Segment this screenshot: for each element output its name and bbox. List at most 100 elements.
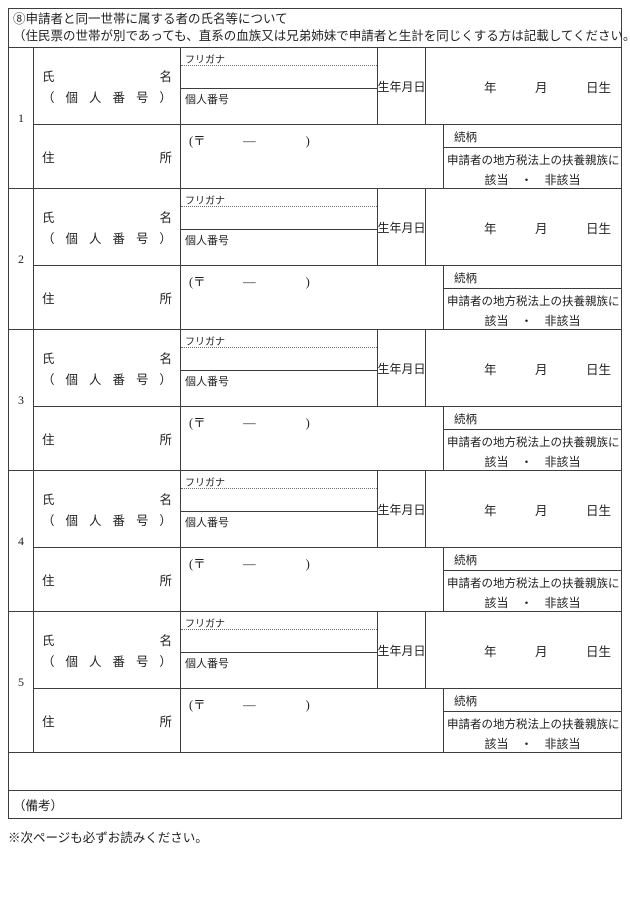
furigana-label: フリガナ xyxy=(185,55,225,66)
mynumber-field[interactable]: 個人番号 xyxy=(181,230,377,265)
name-label: 氏 名 xyxy=(42,211,172,225)
dependent-choice[interactable]: 該当 ・ 非該当 xyxy=(484,455,581,469)
member-block: 3 氏 名 （ 個 人 番 号 ） xyxy=(9,330,621,471)
birth-day-unit: 日生 xyxy=(585,503,611,518)
address-label-cell: 住 所 xyxy=(34,548,181,611)
address-label-cell: 住 所 xyxy=(34,407,181,470)
furigana-label: フリガナ xyxy=(185,619,225,630)
row-number: 3 xyxy=(18,392,24,407)
section-header: ⑧申請者と同一世帯に属する者の氏名等について （住民票の世帯が別であっても、直系… xyxy=(9,9,630,48)
row-number-cell: 3 xyxy=(9,330,34,470)
birth-month-unit: 月 xyxy=(534,80,548,95)
mynumber-field[interactable]: 個人番号 xyxy=(181,371,377,406)
relationship-field[interactable]: 続柄 xyxy=(444,266,621,289)
birthdate-input-area[interactable]: 年 月 日生 xyxy=(426,48,621,124)
dependent-note: 申請者の地方税法上の扶養親族に xyxy=(447,437,620,449)
household-members-table: ⑧申請者と同一世帯に属する者の氏名等について （住民票の世帯が別であっても、直系… xyxy=(8,8,630,819)
blank-row[interactable] xyxy=(9,753,621,791)
name-entry-cell: フリガナ 個人番号 xyxy=(181,612,378,688)
member-block: 2 氏 名 （ 個 人 番 号 ） xyxy=(9,189,621,330)
name-entry-cell: フリガナ 個人番号 xyxy=(181,48,378,124)
mynumber-label: 個人番号 xyxy=(185,235,229,247)
mynumber-paren-label: （ 個 人 番 号 ） xyxy=(42,91,172,105)
postal-mark: (〒 — ) xyxy=(189,134,310,148)
furigana-label: フリガナ xyxy=(185,337,225,348)
row-number-cell: 5 xyxy=(9,612,34,752)
relationship-field[interactable]: 続柄 xyxy=(444,689,621,712)
relationship-field[interactable]: 続柄 xyxy=(444,407,621,430)
remarks-row[interactable]: （備考） xyxy=(9,791,621,818)
name-input-area[interactable] xyxy=(181,207,377,230)
furigana-field[interactable]: フリガナ xyxy=(181,612,377,630)
furigana-field[interactable]: フリガナ xyxy=(181,471,377,489)
furigana-field[interactable]: フリガナ xyxy=(181,189,377,207)
address-input-area[interactable]: (〒 — ) xyxy=(181,689,444,752)
birthdate-input-area[interactable]: 年 月 日生 xyxy=(426,471,621,547)
birthdate-input-area[interactable]: 年 月 日生 xyxy=(426,189,621,265)
next-page-note: ※次ページも必ずお読みください。 xyxy=(8,831,208,845)
address-label: 住 所 xyxy=(42,292,172,306)
birth-year-unit: 年 xyxy=(484,362,497,377)
address-label: 住 所 xyxy=(42,574,172,588)
birthdate-label: 生年月日 xyxy=(378,330,426,406)
row-number: 4 xyxy=(18,533,24,548)
name-label: 氏 名 xyxy=(42,634,172,648)
mynumber-label: 個人番号 xyxy=(185,517,229,529)
birthdate-input-area[interactable]: 年 月 日生 xyxy=(426,612,621,688)
dependent-status-cell: 申請者の地方税法上の扶養親族に 該当 ・ 非該当 xyxy=(444,430,621,470)
dependent-choice[interactable]: 該当 ・ 非該当 xyxy=(484,173,581,187)
remarks-label: （備考） xyxy=(13,799,64,813)
dependent-choice[interactable]: 該当 ・ 非該当 xyxy=(484,737,581,751)
furigana-label: フリガナ xyxy=(185,196,225,207)
address-label: 住 所 xyxy=(42,715,172,729)
birthdate-label: 生年月日 xyxy=(378,471,426,547)
postal-mark: (〒 — ) xyxy=(189,416,310,430)
mynumber-field[interactable]: 個人番号 xyxy=(181,512,377,547)
name-label: 氏 名 xyxy=(42,352,172,366)
mynumber-field[interactable]: 個人番号 xyxy=(181,653,377,688)
postal-mark: (〒 — ) xyxy=(189,557,310,571)
row-number-cell: 1 xyxy=(9,48,34,188)
relationship-label: 続柄 xyxy=(454,555,477,567)
furigana-field[interactable]: フリガナ xyxy=(181,48,377,66)
birth-day-unit: 日生 xyxy=(585,362,611,377)
name-input-area[interactable] xyxy=(181,66,377,89)
postal-mark: (〒 — ) xyxy=(189,275,310,289)
name-label-cell: 氏 名 （ 個 人 番 号 ） xyxy=(34,330,181,406)
name-input-area[interactable] xyxy=(181,489,377,512)
mynumber-label: 個人番号 xyxy=(185,376,229,388)
row-number: 1 xyxy=(18,110,24,125)
mynumber-field[interactable]: 個人番号 xyxy=(181,89,377,124)
row-number: 5 xyxy=(18,674,24,689)
relationship-field[interactable]: 続柄 xyxy=(444,125,621,148)
furigana-field[interactable]: フリガナ xyxy=(181,330,377,348)
dependent-choice[interactable]: 該当 ・ 非該当 xyxy=(484,596,581,610)
name-input-area[interactable] xyxy=(181,630,377,653)
dependent-choice[interactable]: 該当 ・ 非該当 xyxy=(484,314,581,328)
name-entry-cell: フリガナ 個人番号 xyxy=(181,189,378,265)
name-entry-cell: フリガナ 個人番号 xyxy=(181,330,378,406)
name-label: 氏 名 xyxy=(42,493,172,507)
postal-mark: (〒 — ) xyxy=(189,698,310,712)
row-number-cell: 4 xyxy=(9,471,34,611)
birthdate-input-area[interactable]: 年 月 日生 xyxy=(426,330,621,406)
birthdate-label: 生年月日 xyxy=(378,189,426,265)
address-input-area[interactable]: (〒 — ) xyxy=(181,266,444,329)
address-input-area[interactable]: (〒 — ) xyxy=(181,407,444,470)
address-input-area[interactable]: (〒 — ) xyxy=(181,125,444,188)
member-block: 5 氏 名 （ 個 人 番 号 ） xyxy=(9,612,621,753)
birth-month-unit: 月 xyxy=(534,503,548,518)
furigana-label: フリガナ xyxy=(185,478,225,489)
relationship-label: 続柄 xyxy=(454,414,477,426)
name-label-cell: 氏 名 （ 個 人 番 号 ） xyxy=(34,612,181,688)
member-block: 1 氏 名 （ 個 人 番 号 ） xyxy=(9,48,621,189)
name-input-area[interactable] xyxy=(181,348,377,371)
relationship-label: 続柄 xyxy=(454,273,477,285)
dependent-note: 申請者の地方税法上の扶養親族に xyxy=(447,719,620,731)
relationship-field[interactable]: 続柄 xyxy=(444,548,621,571)
mynumber-label: 個人番号 xyxy=(185,658,229,670)
address-label: 住 所 xyxy=(42,151,172,165)
name-label-cell: 氏 名 （ 個 人 番 号 ） xyxy=(34,471,181,547)
address-input-area[interactable]: (〒 — ) xyxy=(181,548,444,611)
name-label-cell: 氏 名 （ 個 人 番 号 ） xyxy=(34,189,181,265)
